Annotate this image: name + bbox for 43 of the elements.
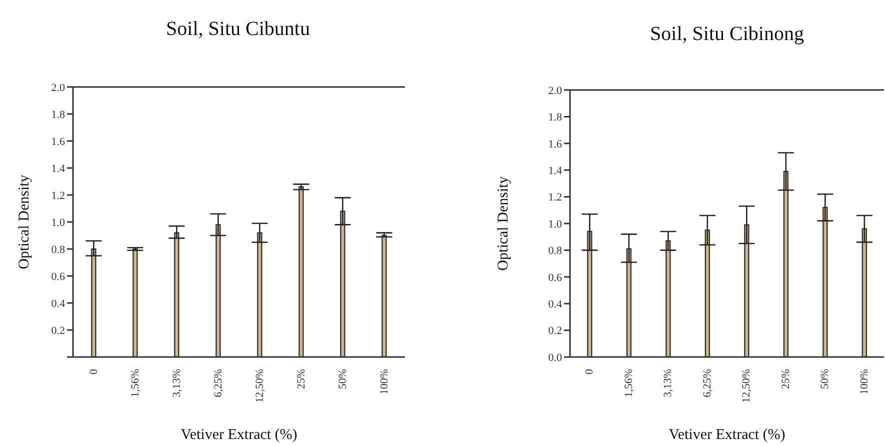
- chart-title: Soil, Situ Cibuntu: [165, 18, 311, 41]
- y-tick-label: 1.0: [548, 218, 562, 230]
- x-tick-label: 6,25%: [212, 369, 224, 398]
- y-tick-label: 1.8: [548, 112, 562, 124]
- x-tick-label: 25%: [295, 369, 308, 390]
- y-tick-label: 0.6: [51, 270, 66, 283]
- x-tick-label: 25%: [780, 369, 792, 390]
- chart-title: Soil, Situ Cibinong: [649, 23, 805, 46]
- x-tick-label: 0: [584, 368, 596, 374]
- x-tick-label: 1,56%: [622, 369, 635, 398]
- y-tick-label: 1.0: [51, 216, 66, 229]
- x-tick-label: 100%: [378, 369, 390, 395]
- y-tick-label: 0.2: [51, 324, 65, 337]
- y-tick-label: 2.0: [51, 82, 66, 94]
- x-tick-label: 50%: [819, 369, 832, 390]
- y-tick-label: 1.4: [51, 162, 66, 175]
- y-tick-label: 1.8: [51, 108, 66, 121]
- x-axis-title: Vetiver Extract (%): [180, 427, 298, 443]
- y-tick-label: 0.0: [548, 352, 562, 364]
- x-tick-label: 0: [88, 368, 100, 374]
- y-tick-label: 0.4: [548, 298, 562, 311]
- x-tick-label: 3,13%: [662, 369, 674, 398]
- y-tick-label: 0.8: [548, 245, 562, 258]
- x-tick-label: 50%: [336, 369, 349, 390]
- y-tick-label: 0.8: [51, 244, 66, 256]
- y-tick-label: 1.6: [51, 136, 66, 148]
- y-tick-label: 0.4: [51, 298, 66, 310]
- y-axis-title: Optical Density: [16, 174, 32, 270]
- x-axis-title: Vetiver Extract (%): [668, 427, 786, 443]
- x-tick-label: 1,56%: [129, 369, 142, 398]
- x-tick-label: 100%: [858, 369, 870, 395]
- x-tick-label: 3,13%: [170, 369, 183, 398]
- y-tick-label: 1.2: [548, 192, 562, 204]
- y-tick-label: 0.2: [548, 325, 562, 338]
- y-tick-label: 1.6: [548, 138, 562, 150]
- x-tick-label: 12,50%: [740, 369, 753, 403]
- y-tick-label: 1.2: [51, 190, 65, 202]
- y-tick-label: 0.6: [548, 272, 562, 284]
- x-tick-label: 12,50%: [254, 369, 266, 403]
- x-tick-label: 6,25%: [701, 369, 714, 398]
- y-tick-label: 1.4: [548, 165, 562, 178]
- y-axis-title: Optical Density: [495, 176, 512, 271]
- y-tick-label: 2.0: [548, 84, 562, 97]
